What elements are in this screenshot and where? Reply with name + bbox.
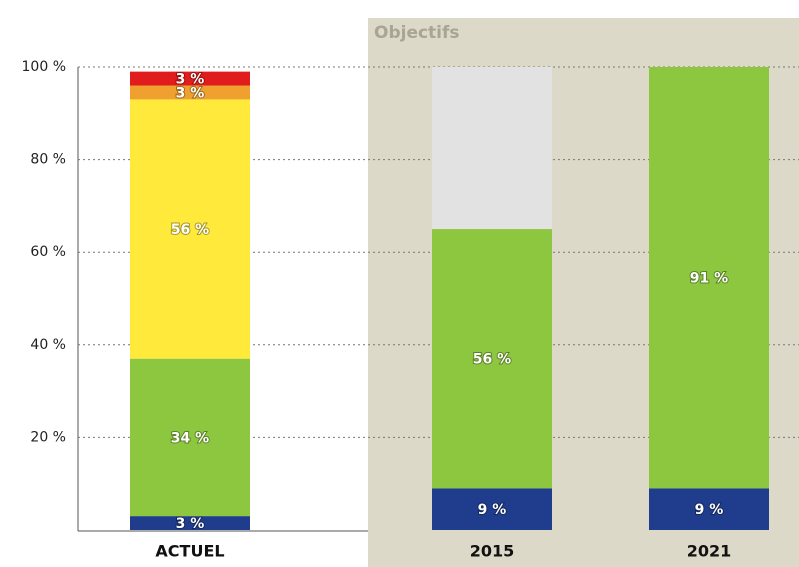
bar-segment	[130, 85, 250, 100]
bar-segment	[130, 358, 250, 517]
x-tick-label: 2021	[687, 542, 732, 561]
bar-segment	[130, 99, 250, 359]
value-label: 9 %	[695, 502, 724, 518]
annotation: Objectifs	[374, 23, 460, 43]
bar-segment	[432, 488, 552, 530]
value-label: 3 %	[176, 72, 205, 88]
bar-segment	[649, 67, 769, 489]
value-label: 3 %	[176, 85, 205, 101]
y-tick-label: 20 %	[30, 429, 66, 445]
y-tick-label: 100 %	[22, 59, 66, 75]
y-tick-label: 40 %	[30, 337, 66, 353]
value-label: 3 %	[176, 516, 205, 532]
bar-segment	[649, 488, 769, 530]
x-tick-label: ACTUEL	[155, 542, 224, 561]
bar-segment	[130, 71, 250, 86]
y-tick-label: 80 %	[30, 152, 66, 168]
value-label: 56 %	[473, 352, 511, 368]
value-label: 9 %	[478, 502, 507, 518]
value-label: 34 %	[171, 430, 209, 446]
y-tick-label: 60 %	[30, 244, 66, 260]
value-label: 56 %	[171, 222, 209, 238]
bar-segment	[130, 516, 250, 530]
x-tick-label: 2015	[470, 542, 515, 561]
bar-segment	[432, 229, 552, 489]
value-label: 91 %	[690, 271, 728, 287]
bar-segment	[432, 67, 552, 230]
